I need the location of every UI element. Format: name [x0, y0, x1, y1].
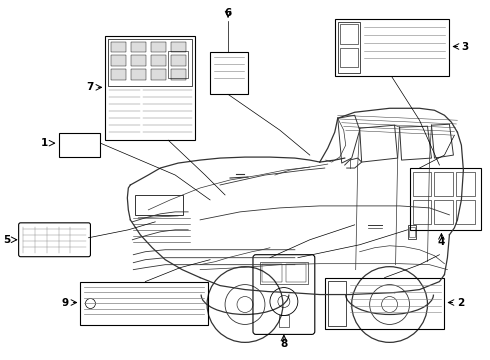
Bar — [413, 200, 432, 224]
Bar — [171, 55, 186, 67]
Bar — [279, 315, 289, 328]
Bar — [262, 264, 282, 282]
Bar — [151, 55, 166, 67]
Bar — [151, 41, 166, 53]
Bar — [131, 69, 147, 80]
Bar — [168, 50, 188, 78]
Bar — [435, 172, 453, 196]
Text: 2: 2 — [457, 297, 465, 307]
Bar — [171, 41, 186, 53]
Bar — [260, 262, 308, 284]
Bar — [410, 168, 481, 230]
Bar — [111, 41, 126, 53]
Bar — [210, 53, 248, 94]
Bar — [456, 200, 475, 224]
Text: 9: 9 — [61, 297, 69, 307]
Bar — [131, 41, 147, 53]
Bar — [456, 172, 475, 196]
Text: 4: 4 — [438, 237, 445, 247]
Text: 5: 5 — [3, 235, 11, 245]
Bar — [111, 55, 126, 67]
Bar — [286, 264, 306, 282]
Bar — [80, 282, 208, 325]
Bar — [58, 133, 100, 157]
Text: 6: 6 — [224, 8, 232, 18]
Text: 1: 1 — [41, 138, 49, 148]
Bar — [151, 69, 166, 80]
Bar — [338, 22, 360, 73]
Text: 8: 8 — [280, 339, 288, 349]
Bar — [105, 36, 195, 140]
Text: 7: 7 — [86, 82, 94, 93]
Bar — [408, 225, 416, 239]
Bar — [135, 195, 183, 215]
Bar — [435, 200, 453, 224]
Bar — [409, 227, 415, 237]
Bar — [131, 55, 147, 67]
Bar — [111, 69, 126, 80]
Bar — [335, 19, 449, 76]
Bar — [171, 69, 186, 80]
Bar — [328, 280, 346, 327]
Bar — [340, 48, 358, 67]
Bar — [413, 172, 432, 196]
Bar — [340, 24, 358, 44]
Bar — [108, 39, 192, 86]
Text: 3: 3 — [462, 41, 468, 51]
Bar — [325, 278, 444, 329]
